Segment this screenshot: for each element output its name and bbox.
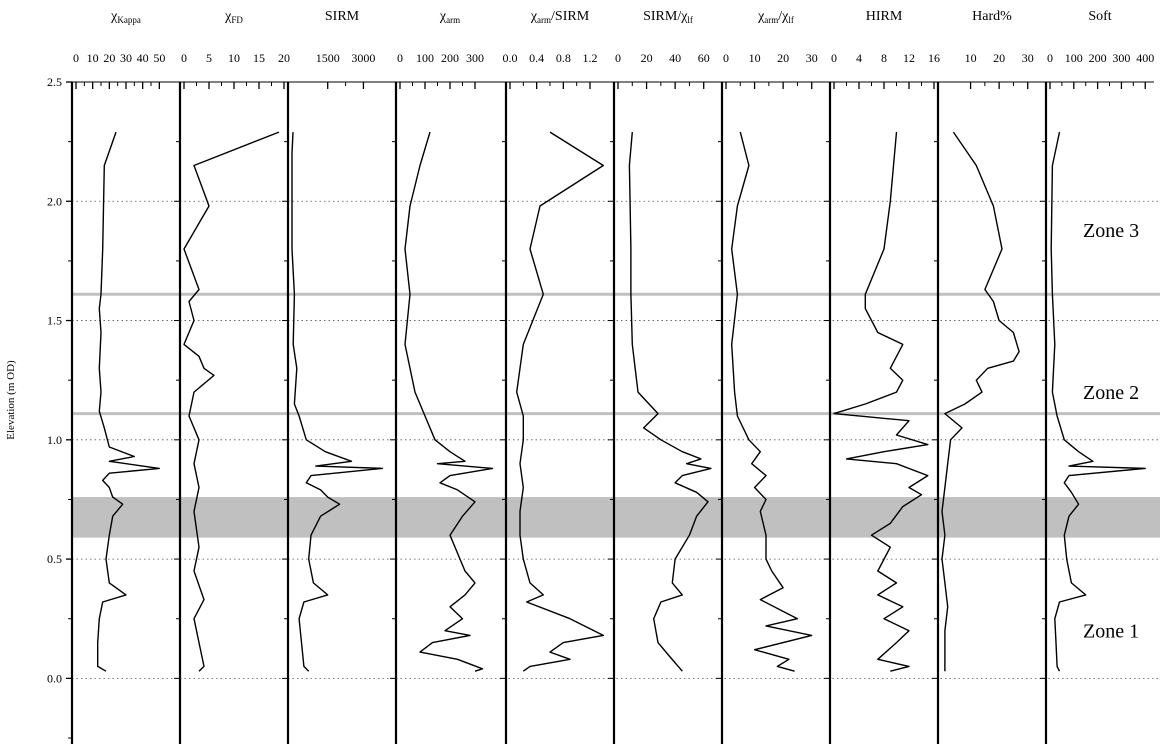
x-tick-label: 400 xyxy=(1136,51,1154,65)
x-tick-label: 10 xyxy=(965,51,977,65)
grid-layer xyxy=(72,200,1160,679)
x-tick-label: 100 xyxy=(416,51,434,65)
x-tick-label: 1.2 xyxy=(583,51,598,65)
x-tick-label: 3000 xyxy=(351,51,375,65)
series-line xyxy=(291,132,384,672)
x-tick-label: 10 xyxy=(749,51,761,65)
series-line xyxy=(731,131,813,672)
x-tick-label: 0 xyxy=(723,51,729,65)
y-axis-label: Elevation (m OD) xyxy=(5,360,17,440)
x-tick-label: 10 xyxy=(87,51,99,65)
x-tick-label: 20 xyxy=(641,51,653,65)
series-line xyxy=(833,132,929,672)
x-tick-label: 20 xyxy=(278,51,290,65)
y-tick-label: 1.5 xyxy=(47,314,62,328)
panel-title: Soft xyxy=(1088,9,1111,24)
panel-title: Hard% xyxy=(972,9,1012,24)
x-tick-label: 0.0 xyxy=(503,51,518,65)
series-line xyxy=(628,132,712,672)
panel-title: χarm xyxy=(439,9,460,25)
x-tick-label: 300 xyxy=(466,51,484,65)
x-tick-label: 30 xyxy=(806,51,818,65)
x-tick-label: 20 xyxy=(777,51,789,65)
panel-title: HIRM xyxy=(866,9,903,24)
zone-label: Zone 3 xyxy=(1083,220,1139,242)
series-line xyxy=(516,131,604,672)
x-tick-label: 0 xyxy=(397,51,403,65)
x-tick-label: 300 xyxy=(1112,51,1130,65)
x-tick-label: 0 xyxy=(831,51,837,65)
zone-label: Zone 2 xyxy=(1083,382,1139,404)
x-tick-label: 40 xyxy=(669,51,681,65)
x-tick-label: 20 xyxy=(103,51,115,65)
x-tick-label: 60 xyxy=(698,51,710,65)
series-line xyxy=(1050,131,1146,672)
x-tick-label: 0.8 xyxy=(556,51,571,65)
x-tick-label: 16 xyxy=(928,51,940,65)
zone-line-layer xyxy=(72,292,1160,416)
x-tick-label: 0 xyxy=(1047,51,1053,65)
zone-label: Zone 1 xyxy=(1083,621,1139,643)
x-tick-label: 12 xyxy=(903,51,915,65)
y-tick-label: 1.0 xyxy=(47,433,62,447)
shaded-band-layer xyxy=(72,497,1160,538)
panel-title: SIRM xyxy=(325,9,360,24)
x-tick-label: 20 xyxy=(993,51,1005,65)
x-tick-label: 15 xyxy=(253,51,265,65)
x-tick-label: 0 xyxy=(181,51,187,65)
axes-layer xyxy=(66,81,1154,744)
x-tick-label: 0 xyxy=(615,51,621,65)
x-tick-label: 1500 xyxy=(316,51,340,65)
y-tick-label: 0.0 xyxy=(47,671,62,685)
shaded-band xyxy=(72,497,1160,538)
x-tick-label: 0.4 xyxy=(529,51,544,65)
x-tick-label: 30 xyxy=(120,51,132,65)
y-tick-label: 0.5 xyxy=(47,552,62,566)
series-line xyxy=(941,131,1020,672)
panel-title: χKappa xyxy=(110,9,141,25)
y-tick-label: 2.0 xyxy=(47,194,62,208)
series-layer xyxy=(96,131,1146,672)
series-line xyxy=(96,131,161,672)
series-line xyxy=(183,131,280,672)
x-tick-label: 10 xyxy=(228,51,240,65)
x-tick-label: 200 xyxy=(1089,51,1107,65)
panel-title: χarm/SIRM xyxy=(530,9,590,25)
x-tick-label: 50 xyxy=(153,51,165,65)
panel-title: SIRM/χlf xyxy=(643,9,693,25)
y-tick-label: 2.5 xyxy=(47,75,62,89)
x-tick-label: 30 xyxy=(1022,51,1034,65)
series-line xyxy=(404,131,494,672)
x-tick-label: 0 xyxy=(73,51,79,65)
x-tick-label: 100 xyxy=(1065,51,1083,65)
x-tick-label: 200 xyxy=(441,51,459,65)
x-tick-label: 5 xyxy=(206,51,212,65)
x-tick-label: 8 xyxy=(881,51,887,65)
panel-title: χarm/χlf xyxy=(757,9,794,25)
x-tick-label: 4 xyxy=(856,51,862,65)
x-tick-label: 40 xyxy=(137,51,149,65)
panel-title: χFD xyxy=(224,9,243,25)
